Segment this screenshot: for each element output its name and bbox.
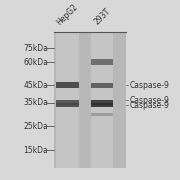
Text: 45kDa: 45kDa — [23, 81, 48, 90]
Text: 293T: 293T — [92, 7, 112, 27]
FancyBboxPatch shape — [91, 103, 113, 107]
Text: 60kDa: 60kDa — [23, 58, 48, 67]
FancyBboxPatch shape — [54, 31, 126, 168]
Text: 25kDa: 25kDa — [24, 122, 48, 131]
FancyBboxPatch shape — [56, 82, 79, 88]
FancyBboxPatch shape — [91, 83, 113, 88]
Text: 75kDa: 75kDa — [23, 44, 48, 53]
FancyBboxPatch shape — [91, 59, 113, 65]
Text: HepG2: HepG2 — [55, 2, 80, 27]
Text: Caspase-9: Caspase-9 — [130, 96, 170, 105]
FancyBboxPatch shape — [56, 100, 79, 105]
FancyBboxPatch shape — [91, 113, 113, 116]
Text: Caspase-9: Caspase-9 — [130, 101, 170, 110]
Text: 15kDa: 15kDa — [24, 146, 48, 155]
FancyBboxPatch shape — [56, 31, 79, 168]
FancyBboxPatch shape — [91, 100, 113, 105]
Text: 35kDa: 35kDa — [23, 98, 48, 107]
FancyBboxPatch shape — [56, 103, 79, 107]
FancyBboxPatch shape — [91, 31, 113, 168]
Text: Caspase-9: Caspase-9 — [130, 81, 170, 90]
